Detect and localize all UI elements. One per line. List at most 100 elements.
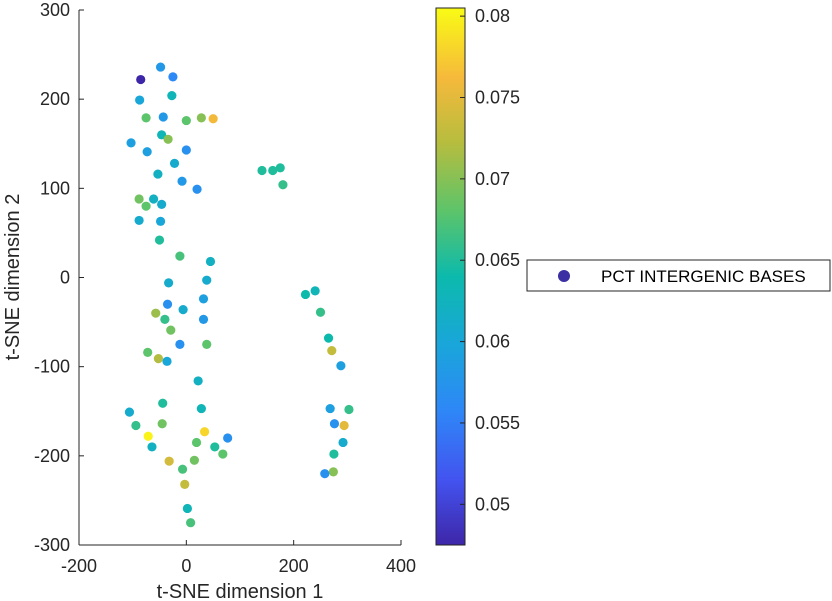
data-point xyxy=(124,407,135,417)
colorbar-tick-label: 0.08 xyxy=(475,6,510,26)
data-point xyxy=(155,62,166,72)
data-point xyxy=(178,305,188,315)
data-point xyxy=(180,479,190,489)
data-point xyxy=(147,442,157,452)
data-point xyxy=(329,419,340,429)
data-point xyxy=(329,449,339,459)
data-point xyxy=(160,314,170,325)
colorbar-tick-label: 0.075 xyxy=(475,88,520,108)
data-point xyxy=(202,339,212,349)
data-point xyxy=(151,308,161,318)
data-point xyxy=(157,419,167,429)
data-point xyxy=(323,333,334,343)
legend-box xyxy=(526,259,831,292)
data-point xyxy=(223,433,233,443)
data-point xyxy=(153,169,163,179)
data-point xyxy=(268,165,278,176)
data-point xyxy=(177,176,187,186)
data-point xyxy=(336,361,346,371)
x-tick-label: -200 xyxy=(61,556,97,576)
data-point xyxy=(157,199,167,209)
y-tick-label: 200 xyxy=(40,89,70,109)
data-point xyxy=(134,215,144,226)
data-point xyxy=(315,307,326,317)
data-point xyxy=(181,145,191,155)
data-point xyxy=(168,72,178,82)
colorbar-tick-label: 0.06 xyxy=(475,332,510,352)
data-point xyxy=(328,467,338,477)
data-point xyxy=(177,464,188,474)
data-point xyxy=(162,356,172,366)
colorbar-tick-label: 0.055 xyxy=(475,413,520,433)
data-points xyxy=(124,62,354,528)
x-tick-label: 400 xyxy=(386,556,416,576)
data-point xyxy=(199,427,210,437)
y-tick-label: -200 xyxy=(34,446,70,466)
data-point xyxy=(278,180,288,190)
data-point xyxy=(198,314,209,325)
data-point xyxy=(141,113,151,123)
data-point xyxy=(196,403,206,414)
data-point xyxy=(175,339,185,349)
colorbar-gradient xyxy=(435,7,466,546)
data-point xyxy=(155,216,166,226)
data-point xyxy=(153,354,164,364)
data-point xyxy=(218,449,228,459)
colorbar: 0.05 0.055 0.06 0.065 0.07 0.075 0.08 xyxy=(435,6,520,546)
colorbar-tick-label: 0.065 xyxy=(475,250,520,270)
data-point xyxy=(169,158,180,168)
data-point xyxy=(158,398,168,408)
plot-area: -200 0 200 400 -300 -200 -100 0 100 200 300 xyxy=(34,0,416,576)
data-point xyxy=(162,299,173,309)
data-point xyxy=(141,201,151,211)
data-point xyxy=(154,235,165,245)
data-point xyxy=(131,420,141,431)
y-tick-label: -300 xyxy=(34,535,70,555)
data-point xyxy=(175,251,185,261)
data-point xyxy=(300,289,311,300)
x-tick-label: 200 xyxy=(279,556,309,576)
data-point xyxy=(134,194,144,204)
data-point xyxy=(338,437,348,448)
data-point xyxy=(196,113,206,123)
data-point xyxy=(192,184,202,194)
y-tick-label: 0 xyxy=(60,268,70,288)
data-point xyxy=(143,347,153,357)
y-tick-label: 100 xyxy=(40,178,70,198)
colorbar-tick-label: 0.05 xyxy=(475,494,510,514)
data-point xyxy=(339,420,349,431)
data-point xyxy=(136,74,146,85)
data-point xyxy=(344,404,354,415)
x-axis-label: t-SNE dimension 1 xyxy=(157,581,324,601)
colorbar-tick-label: 0.07 xyxy=(475,169,510,189)
y-tick-label: -100 xyxy=(34,357,70,377)
data-point xyxy=(163,134,173,144)
data-point xyxy=(198,294,209,304)
data-point xyxy=(189,455,199,465)
data-point xyxy=(164,278,174,288)
data-point xyxy=(325,403,335,414)
y-tick-label: 300 xyxy=(40,0,70,20)
data-point xyxy=(157,130,167,140)
data-point xyxy=(193,376,203,386)
data-point xyxy=(186,518,196,528)
data-point xyxy=(208,114,218,124)
data-point xyxy=(126,138,136,148)
data-point xyxy=(148,194,159,204)
data-point xyxy=(166,325,176,335)
y-axis-label: t-SNE dimension 2 xyxy=(2,194,24,361)
data-point xyxy=(202,275,212,285)
data-point xyxy=(320,469,330,479)
data-point xyxy=(327,346,337,356)
data-point xyxy=(142,147,152,157)
data-point xyxy=(310,286,320,296)
legend: PCT INTERGENIC BASES xyxy=(526,259,831,292)
y-ticks: -300 -200 -100 0 100 200 300 xyxy=(34,0,84,555)
data-point xyxy=(167,91,177,101)
data-point xyxy=(210,442,220,452)
data-point xyxy=(158,112,168,122)
data-point xyxy=(164,456,174,466)
colorbar-ticks: 0.05 0.055 0.06 0.065 0.07 0.075 0.08 xyxy=(460,6,520,514)
legend-label: PCT INTERGENIC BASES xyxy=(601,267,806,286)
